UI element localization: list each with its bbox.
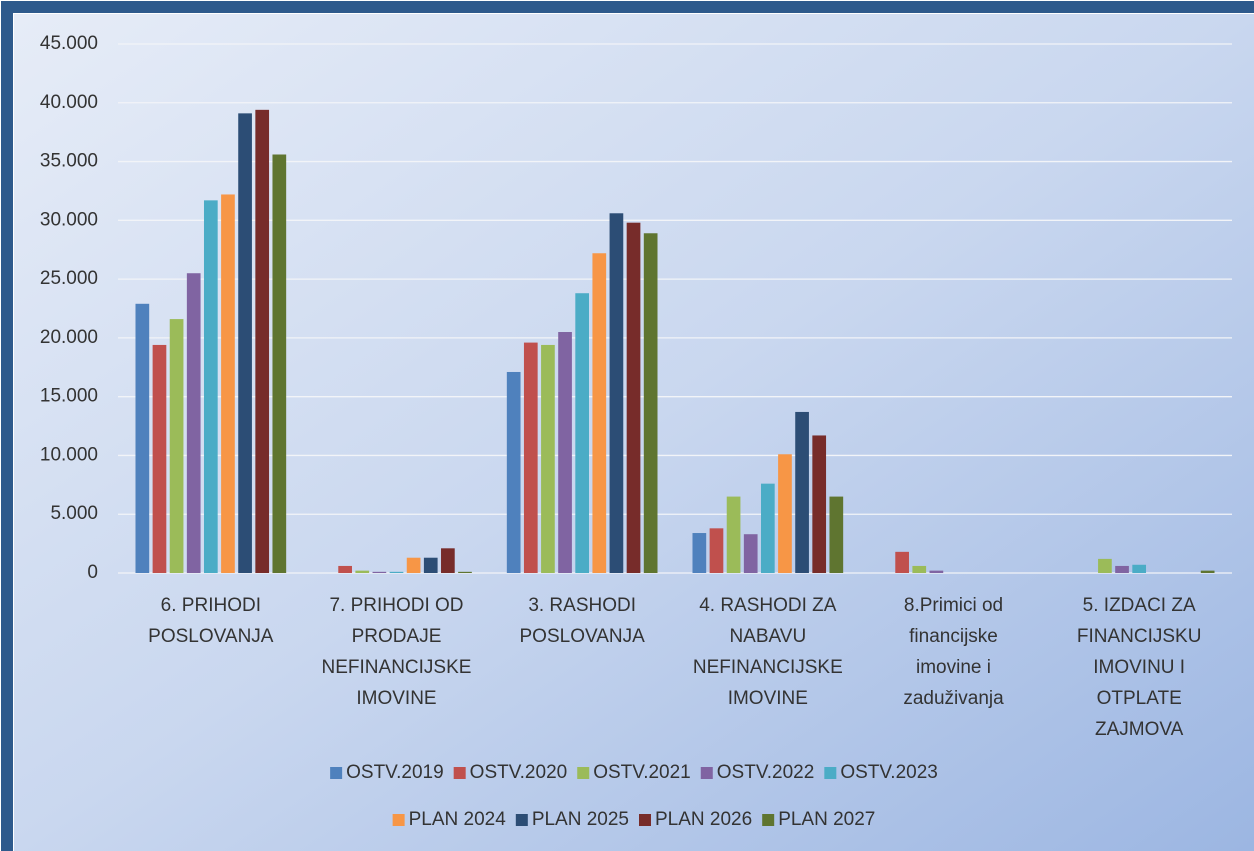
bar xyxy=(692,533,707,573)
bar xyxy=(372,571,387,573)
legend-label: PLAN 2024 xyxy=(409,809,507,830)
legend-item: PLAN 2024 xyxy=(392,809,507,830)
legend-swatch xyxy=(577,767,590,779)
bar xyxy=(389,571,404,573)
bar xyxy=(186,273,201,573)
bar xyxy=(558,332,572,573)
legend-label: OSTV.2023 xyxy=(840,762,938,783)
y-tick-label: 15.000 xyxy=(40,386,98,407)
bar xyxy=(355,570,370,573)
y-tick-label: 25.000 xyxy=(40,268,98,289)
legend-label: OSTV.2019 xyxy=(346,762,444,783)
y-tick-label: 45.000 xyxy=(40,33,98,54)
bar xyxy=(829,496,844,573)
x-tick-label: 5. IZDACI ZA FINANCIJSKU IMOVINU I OTPLATE Z… xyxy=(1077,595,1202,740)
bar xyxy=(406,557,421,573)
bar xyxy=(255,109,270,573)
legend-item: OSTV.2023 xyxy=(824,762,938,783)
bar xyxy=(743,534,758,573)
bar xyxy=(626,222,641,573)
legend-item: OSTV.2019 xyxy=(330,762,444,783)
bar xyxy=(506,371,521,573)
y-tick-label: 30.000 xyxy=(40,209,98,230)
legend-swatch xyxy=(824,767,837,779)
bar xyxy=(135,303,150,573)
legend-swatch xyxy=(392,814,405,826)
x-tick-label: 4. RASHODI ZA NABAVU NEFINANCIJSKE IMOVINE xyxy=(693,595,843,709)
bar xyxy=(1098,558,1112,573)
bar xyxy=(423,557,438,573)
bar xyxy=(812,435,827,573)
y-tick-label: 5.000 xyxy=(50,503,98,524)
legend-label: OSTV.2021 xyxy=(593,762,691,783)
bar xyxy=(609,213,624,573)
legend-swatch xyxy=(762,814,775,826)
y-tick-label: 0 xyxy=(87,562,98,583)
bar xyxy=(152,344,167,573)
bar xyxy=(1200,570,1215,573)
y-tick-label: 20.000 xyxy=(40,327,98,348)
legend-label: PLAN 2025 xyxy=(532,809,629,830)
bar xyxy=(592,253,607,573)
x-tick-label: 6. PRIHODI POSLOVANJA xyxy=(148,595,274,647)
legend-item: OSTV.2020 xyxy=(453,762,568,783)
legend-label: PLAN 2027 xyxy=(778,809,875,830)
y-tick-label: 35.000 xyxy=(40,151,98,172)
bar xyxy=(238,113,252,573)
bar xyxy=(912,565,927,573)
bar xyxy=(458,571,472,573)
legend-item: PLAN 2026 xyxy=(639,809,752,830)
bar xyxy=(929,570,944,573)
bar xyxy=(441,548,455,573)
legend-label: OSTV.2020 xyxy=(470,762,568,783)
bar xyxy=(795,411,809,573)
legend-swatch xyxy=(515,814,528,826)
bar xyxy=(575,293,590,573)
bar xyxy=(709,528,724,573)
bar xyxy=(272,154,287,573)
bar xyxy=(221,194,235,573)
legend-item: PLAN 2025 xyxy=(515,809,629,830)
bar xyxy=(726,496,741,573)
bar xyxy=(1132,564,1147,573)
y-tick-label: 10.000 xyxy=(40,444,98,465)
x-tick-label: 8.Primici od financijske imovine i zaduživa… xyxy=(903,595,1004,709)
bar xyxy=(169,319,184,573)
bar xyxy=(1115,565,1129,573)
legend-swatch xyxy=(639,814,651,826)
x-tick-label: 7. PRIHODI OD PRODAJE NEFINANCIJSKE IMOVINE xyxy=(322,595,472,709)
legend-swatch xyxy=(700,767,713,779)
bar xyxy=(895,551,909,573)
legend-swatch xyxy=(330,767,343,779)
y-tick-label: 40.000 xyxy=(40,92,98,113)
bar xyxy=(541,344,555,573)
bar xyxy=(778,454,792,573)
x-tick-label: 3. RASHODI POSLOVANJA xyxy=(520,595,646,647)
bar xyxy=(760,483,775,573)
bar xyxy=(203,200,218,574)
legend-swatch xyxy=(453,767,466,779)
legend-item: OSTV.2022 xyxy=(700,762,815,783)
legend-item: OSTV.2021 xyxy=(577,762,691,783)
bar xyxy=(338,565,352,573)
bar xyxy=(523,342,538,573)
legend-label: OSTV.2022 xyxy=(717,762,815,783)
legend-item: PLAN 2027 xyxy=(762,809,875,830)
legend-label: PLAN 2026 xyxy=(655,809,752,830)
bar xyxy=(643,233,658,573)
